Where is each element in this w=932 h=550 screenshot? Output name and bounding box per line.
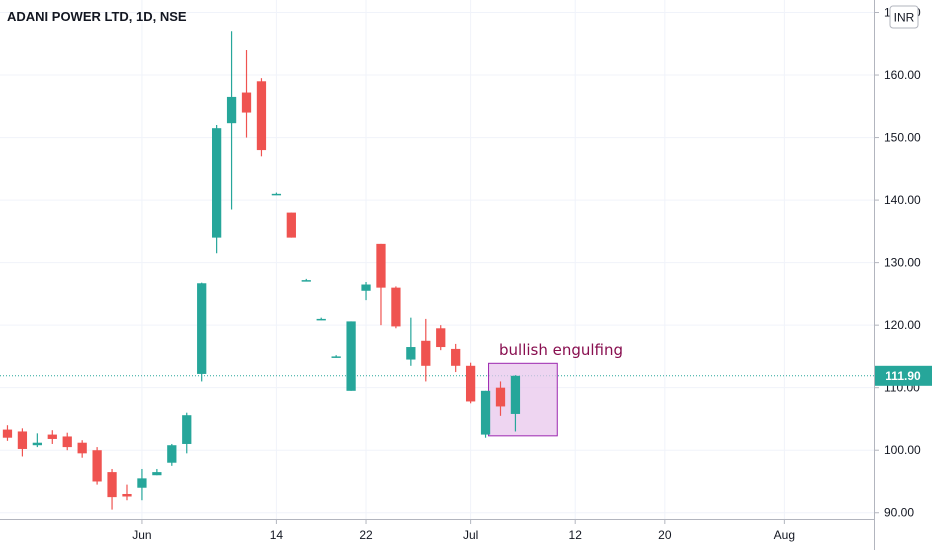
candle — [107, 468, 117, 510]
candle — [346, 321, 356, 391]
candle — [391, 286, 401, 329]
x-tick-label: 14 — [270, 528, 284, 542]
candle — [361, 282, 371, 301]
y-tick-label: 120.00 — [884, 318, 921, 332]
candle — [301, 278, 311, 282]
candle-body — [212, 128, 222, 238]
candle-body — [301, 280, 311, 282]
candle-body — [361, 284, 371, 291]
y-tick-label: 100.00 — [884, 443, 921, 457]
candles — [2, 31, 521, 510]
candle-body — [122, 493, 132, 497]
candle-body — [107, 472, 117, 498]
x-tick-label: 12 — [569, 528, 583, 542]
candle — [465, 362, 476, 404]
candle — [510, 375, 521, 432]
candle — [212, 125, 222, 254]
candle-body — [241, 92, 252, 113]
candle-body — [406, 347, 416, 360]
candle — [182, 412, 192, 454]
candle — [331, 355, 341, 358]
candle — [286, 212, 296, 238]
y-tick-label: 90.00 — [884, 506, 914, 520]
candle-body — [465, 365, 476, 402]
candle — [197, 282, 207, 382]
candle-body — [391, 287, 401, 327]
candle-body — [226, 96, 237, 124]
candle — [376, 243, 386, 326]
candle — [421, 318, 431, 382]
candle-body — [137, 478, 147, 488]
candle — [316, 317, 326, 321]
candle-body — [421, 340, 431, 366]
y-tick-label: 140.00 — [884, 193, 921, 207]
candle — [271, 192, 282, 196]
candle-body — [2, 429, 13, 438]
candle-body — [271, 193, 282, 196]
currency-badge[interactable] — [889, 5, 919, 29]
candle-body — [167, 445, 177, 463]
candle — [2, 425, 13, 441]
candle — [241, 50, 252, 138]
candle — [77, 440, 87, 458]
x-tick-label: 20 — [658, 528, 672, 542]
chart-title: ADANI POWER LTD, 1D, NSE — [7, 9, 187, 24]
y-tick-label: 150.00 — [884, 131, 921, 145]
y-tick-label: 130.00 — [884, 256, 921, 270]
candle-body — [451, 348, 461, 366]
candle — [226, 31, 237, 210]
candle-body — [331, 356, 341, 358]
candle — [17, 428, 28, 457]
currency-badge-label: INR — [894, 11, 915, 25]
annotations[interactable]: bullish engulfing — [488, 341, 623, 437]
x-tick-label: Jul — [463, 528, 478, 542]
candle — [436, 325, 446, 351]
candle — [47, 430, 57, 444]
candle — [122, 484, 132, 501]
candle-body — [62, 436, 72, 448]
candle — [92, 447, 102, 485]
candle — [495, 381, 506, 416]
grid — [0, 0, 874, 519]
candle — [480, 390, 491, 438]
y-tick-label: 160.00 — [884, 68, 921, 82]
candle-body — [77, 442, 87, 454]
candle-body — [182, 415, 192, 444]
candle-body — [286, 212, 296, 238]
last-price-label-bg — [875, 365, 932, 386]
x-tick-label: 22 — [359, 528, 373, 542]
candle — [32, 433, 42, 448]
candle — [62, 432, 72, 451]
candle-body — [495, 387, 506, 407]
candle-body — [197, 283, 207, 374]
candle-body — [376, 243, 386, 288]
candle-body — [316, 318, 326, 321]
candle-body — [92, 450, 102, 482]
candle-body — [32, 442, 42, 446]
candle — [167, 443, 177, 466]
candle-body — [510, 375, 521, 414]
x-tick-label: Aug — [774, 528, 795, 542]
candle-body — [436, 328, 446, 348]
candle — [137, 468, 147, 501]
candle-body — [152, 472, 162, 476]
annotation-label[interactable]: bullish engulfing — [499, 341, 623, 359]
candle — [256, 78, 267, 157]
candle-body — [256, 81, 267, 151]
candle-body — [346, 321, 356, 391]
candle-body — [47, 434, 57, 439]
candle — [406, 317, 416, 366]
x-tick-label: Jun — [132, 528, 151, 542]
candle — [152, 468, 162, 476]
candle — [451, 343, 461, 373]
last-price-label: 111.90 — [885, 369, 921, 383]
candle-body — [480, 390, 491, 435]
candle-body — [17, 431, 28, 449]
